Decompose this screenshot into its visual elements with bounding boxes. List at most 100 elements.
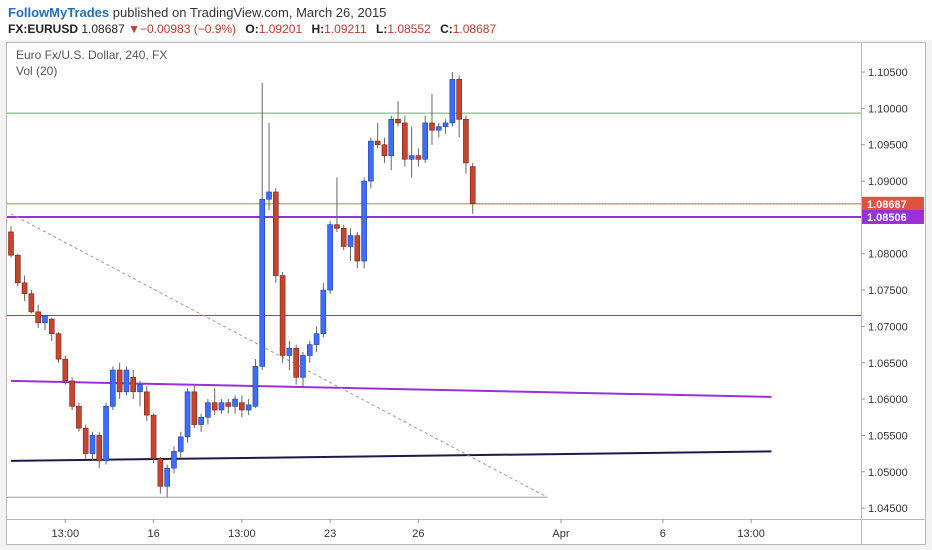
candle	[144, 386, 150, 421]
price-tick-label: 1.06000	[868, 394, 908, 406]
price-tick-label: 1.07500	[868, 285, 908, 297]
candle-up-body	[449, 79, 456, 124]
candle-up-body	[266, 191, 272, 200]
close-value: 1.08687	[452, 22, 497, 36]
time-tick-label: 13:00	[52, 528, 80, 540]
candle-down-body	[130, 376, 137, 393]
volume-indicator-label: Vol (20)	[16, 64, 57, 78]
candle-down-body	[21, 282, 28, 295]
candle-down-body	[144, 391, 150, 416]
candle	[116, 362, 123, 400]
candle-up-body	[442, 122, 449, 127]
candle-down-body	[225, 402, 232, 407]
chart-header: FollowMyTrades published on TradingView.…	[0, 0, 932, 40]
price-tick-label: 1.09000	[868, 176, 908, 188]
candle	[395, 101, 401, 127]
candle-up-body	[388, 119, 395, 156]
price-tick-label: 1.06500	[868, 358, 908, 370]
candle	[320, 282, 327, 338]
candle	[157, 457, 164, 494]
time-tick-label: 13:00	[737, 528, 765, 540]
candle-up-body	[252, 366, 259, 407]
candle-down-body	[456, 79, 462, 120]
candle-down-body	[62, 358, 69, 382]
price-tick-label: 1.10000	[868, 103, 908, 115]
candle	[402, 115, 408, 167]
plot-area[interactable]	[7, 43, 861, 519]
candle	[245, 399, 252, 416]
candle-up-body	[89, 435, 96, 454]
candle-up-body	[218, 402, 225, 411]
candle	[96, 431, 103, 469]
trend-lines	[10, 213, 772, 498]
candle-down-body	[239, 402, 245, 411]
candle-up-body	[320, 289, 327, 334]
price-chart[interactable]: 1.10500 1.10000 1.09500 1.09000 1.08000 1.075…	[7, 43, 925, 544]
candle	[103, 402, 109, 465]
candle-down-body	[150, 414, 157, 459]
candle-up-body	[300, 355, 306, 378]
candle-up-body	[184, 391, 191, 438]
candle-down-body	[469, 166, 476, 204]
time-axis[interactable]: 13:00 16 13:00 23 26 Apr 6 13:00	[52, 519, 765, 540]
price-axis[interactable]: 1.10500 1.10000 1.09500 1.09000 1.08000 1.075…	[861, 67, 908, 515]
candle-down-body	[8, 231, 14, 256]
candle-up-body	[435, 126, 442, 131]
candle	[14, 253, 21, 287]
candle	[82, 424, 89, 459]
candle-up-body	[306, 344, 313, 356]
time-tick-label: 26	[412, 528, 424, 540]
candle-up-body	[42, 315, 48, 324]
candle	[164, 464, 170, 498]
candle-up-body	[286, 347, 293, 356]
candle	[28, 290, 35, 314]
low-label: L:	[376, 22, 388, 36]
candle	[48, 317, 55, 341]
candle-up-body	[205, 402, 211, 418]
candle-down-body	[402, 122, 408, 160]
candle	[69, 377, 75, 410]
time-tick-label: Apr	[552, 528, 569, 540]
trend-line-1	[10, 450, 772, 462]
candle-down-body	[334, 224, 340, 229]
candle-down-body	[14, 254, 21, 284]
candle-down-body	[429, 122, 435, 131]
close-label: C:	[440, 22, 453, 36]
candle-up-body	[259, 198, 266, 367]
candle	[218, 399, 225, 414]
candle	[130, 370, 137, 400]
price-tick-label: 1.05000	[868, 467, 908, 479]
candle-down-body	[76, 406, 82, 429]
candle	[123, 366, 130, 396]
candle	[205, 399, 211, 425]
symbol-name[interactable]: FX:EURUSD	[8, 22, 79, 36]
chart-panel[interactable]: 1.10500 1.10000 1.09500 1.09000 1.08000 1.075…	[6, 42, 926, 545]
candle-down-body	[55, 333, 62, 360]
candle	[435, 122, 442, 138]
price-badge-bg	[862, 209, 924, 224]
time-tick-label: 23	[324, 528, 336, 540]
price-change: −0.00983 (−0.9%)	[139, 22, 237, 36]
price-tick-label: 1.07000	[868, 321, 908, 333]
price-tick-label: 1.10500	[868, 67, 908, 79]
candle	[225, 399, 232, 414]
candle-down-body	[96, 435, 103, 462]
candle	[469, 162, 476, 214]
candle	[286, 340, 293, 371]
candle	[76, 402, 82, 432]
candle-up-body	[368, 140, 374, 182]
candles	[8, 72, 476, 498]
candle	[361, 177, 367, 269]
candle	[442, 119, 449, 134]
candle-up-body	[110, 369, 116, 407]
candle	[429, 93, 435, 145]
down-arrow-icon: ▼	[128, 22, 140, 36]
symbol-quote-line: FX:EURUSD 1.08687 ▼−0.00983 (−0.9%) O:1.…	[8, 22, 496, 36]
candle-down-body	[293, 347, 299, 378]
publisher-name[interactable]: FollowMyTrades	[8, 5, 110, 20]
candle	[415, 148, 422, 167]
candle	[21, 275, 28, 301]
low-value: 1.08552	[387, 22, 431, 36]
candle	[150, 413, 157, 464]
